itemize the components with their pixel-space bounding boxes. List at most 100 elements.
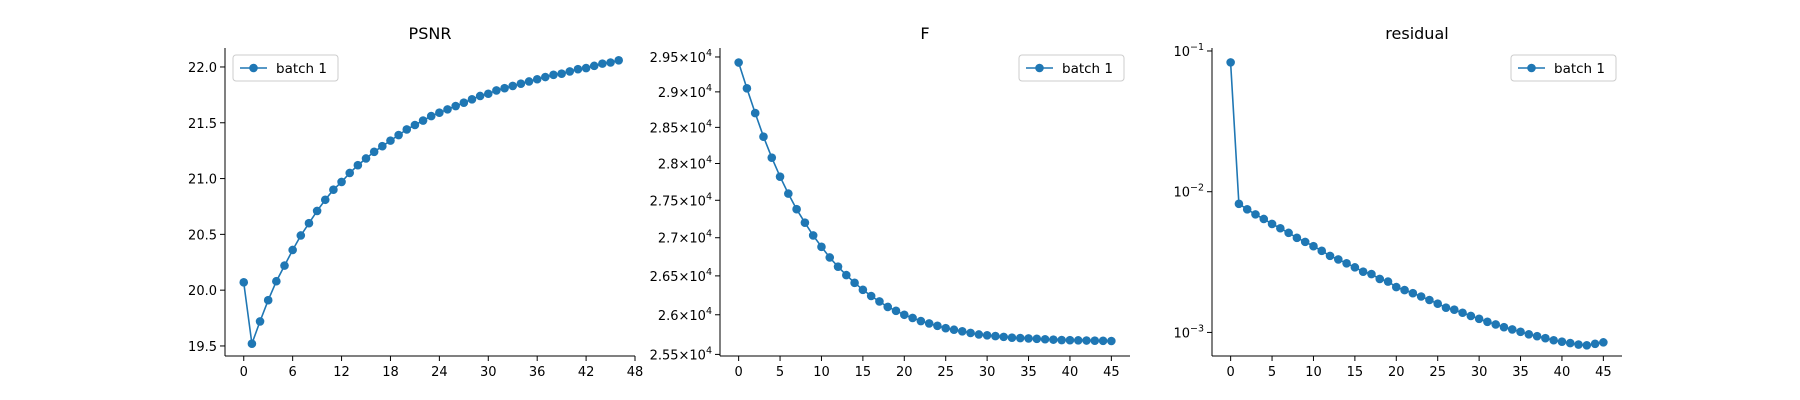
data-point [833,262,843,271]
y-tick-label: 2.85×104 [650,118,712,136]
data-point [467,95,477,104]
data-point [418,116,428,125]
data-point [1358,267,1368,277]
data-point [345,168,355,178]
data-point [1350,263,1360,272]
data-point [369,147,379,157]
data-point [1599,338,1608,347]
data-point [1516,327,1525,337]
data-point [1242,204,1252,214]
data-point [817,242,826,252]
data-point [1474,314,1484,324]
data-point [337,177,346,187]
x-tick-label: 24 [431,365,448,380]
data-point [443,105,452,114]
x-tick-label: 35 [1020,365,1037,380]
data-point [941,323,951,333]
data-point [767,153,777,162]
y-tick-label: 20.5 [188,228,217,243]
data-point [1049,335,1058,344]
data-point [598,59,607,68]
data-point [1499,322,1509,332]
data-point [557,69,566,78]
y-tick-label: 21.0 [188,173,217,188]
x-tick-label: 45 [1595,365,1612,380]
x-tick-label: 35 [1512,365,1529,380]
x-tick-label: 5 [776,365,784,380]
legend: batch 1 [1018,54,1125,82]
x-tick-label: 25 [937,365,954,380]
data-point [1441,303,1451,312]
data-point [1557,337,1567,346]
y-tick-label: 2.9×104 [658,83,712,101]
data-point [842,270,851,280]
data-point [949,325,959,335]
data-point [1483,317,1492,327]
data-point [589,61,599,71]
data-point [1267,219,1277,229]
data-point [320,195,330,205]
legend-label: batch 1 [1554,61,1605,77]
data-point [1574,340,1583,349]
data-point [999,332,1008,342]
data-point [435,108,444,118]
data-point [272,276,281,286]
x-tick-label: 48 [627,365,644,380]
x-tick-label: 45 [1103,365,1120,380]
data-point [933,321,942,331]
data-point [825,253,835,262]
data-point [974,330,984,339]
data-point [1524,329,1534,339]
x-tick-label: 6 [289,365,297,380]
legend: batch 1 [1510,54,1617,82]
data-point [426,111,436,121]
legend-label: batch 1 [1062,61,1113,77]
data-point [1541,333,1550,343]
y-tick-label: 2.8×104 [658,154,712,172]
data-point [1073,336,1083,345]
data-point [792,204,801,214]
x-tick-label: 15 [1347,365,1364,380]
data-point [1458,308,1467,318]
data-point [1383,277,1393,286]
data-point [475,91,485,101]
x-tick-label: 42 [578,365,595,380]
data-point [742,84,752,93]
data-point [1325,251,1335,261]
data-point [1098,336,1108,346]
data-point [565,67,575,76]
data-point [378,141,387,151]
data-point [329,185,338,195]
data-point [573,64,583,74]
data-point [891,306,901,316]
data-point [808,231,818,240]
legend-frame [1018,54,1125,82]
data-point [1040,334,1050,344]
data-point [386,136,395,145]
y-tick-label: 21.5 [188,117,217,132]
data-point [899,310,909,320]
data-point [532,74,542,84]
data-point [1107,336,1116,346]
data-point [1375,274,1385,284]
data-point [247,339,257,349]
data-point [1276,223,1285,233]
x-tick-label: 40 [1062,365,1079,380]
data-point [924,319,934,328]
chart-title: PSNR [409,24,452,43]
data-point [516,79,526,89]
data-point [1065,335,1075,345]
data-point [1309,241,1318,251]
series-line [737,62,1112,342]
data-point [1007,333,1017,342]
data-point [1015,333,1025,343]
y-tick-label: 2.7×104 [658,229,712,247]
data-point [1259,214,1269,224]
data-point [759,132,768,141]
legend-marker [249,63,258,73]
y-tick-label: 2.75×104 [650,191,712,209]
data-point [800,218,810,227]
data-point [614,55,623,65]
f-chart: F 0 5 10 15 20 25 30 35 40 45 2.55×104 2.6×104 2.65×1… [650,24,1130,380]
x-tick-label: 30 [1471,365,1488,380]
